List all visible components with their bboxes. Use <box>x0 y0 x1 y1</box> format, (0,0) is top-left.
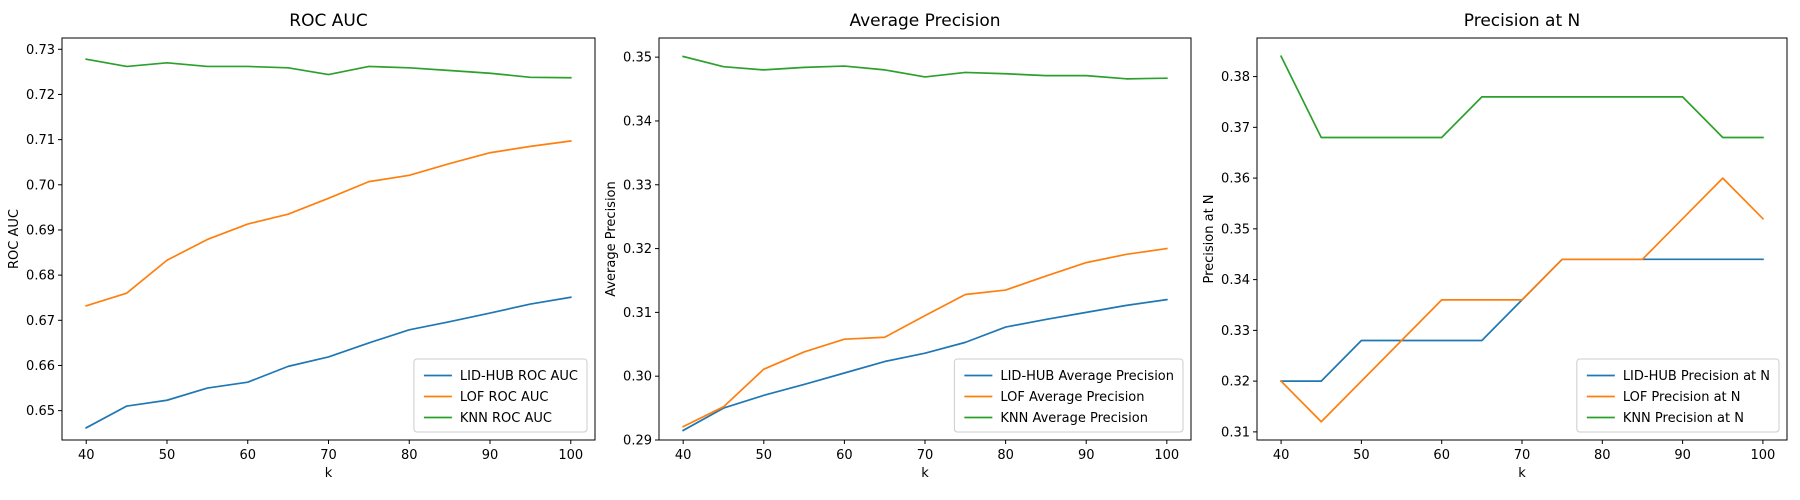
y-tick-label: 0.31 <box>1221 425 1250 440</box>
y-tick-label: 0.36 <box>1221 172 1250 187</box>
y-tick-label: 0.33 <box>1221 324 1250 339</box>
y-tick-label: 0.32 <box>623 242 652 257</box>
x-tick-label: 90 <box>1078 448 1095 463</box>
x-tick-label: 60 <box>836 448 853 463</box>
y-tick-label: 0.35 <box>623 51 652 66</box>
series-line <box>682 298 1168 432</box>
y-tick-label: 0.34 <box>623 114 652 129</box>
y-tick-label: 0.68 <box>26 269 55 284</box>
chart-title: ROC AUC <box>289 11 367 31</box>
x-tick-label: 70 <box>917 448 934 463</box>
legend-label: LOF Average Precision <box>1000 390 1144 405</box>
legend: LID-HUB ROC AUC LOF ROC AUC KNN ROC AUC <box>413 358 588 433</box>
x-tick-label: 60 <box>239 448 256 463</box>
y-tick-label: 0.65 <box>26 404 55 419</box>
x-tick-label: 100 <box>558 448 583 463</box>
y-axis-label: Average Precision <box>604 181 619 297</box>
y-axis-label: Precision at N <box>1202 194 1217 283</box>
legend: LID-HUB Average Precision LOF Average Pre… <box>953 358 1184 433</box>
x-axis-label: k <box>921 466 929 481</box>
y-tick-label: 0.69 <box>26 223 55 238</box>
series-line <box>1279 177 1765 423</box>
series-line <box>85 140 572 307</box>
legend-label: LOF Precision at N <box>1623 390 1741 405</box>
series-line <box>85 58 572 79</box>
legend-box <box>413 358 588 433</box>
x-tick-label: 100 <box>1750 448 1775 463</box>
x-tick-label: 90 <box>1674 448 1691 463</box>
y-tick-label: 0.66 <box>26 359 55 374</box>
chart-panel-1: 40 50 60 70 80 90 100 0.65 0.66 0.67 0.68 0.69 0.70 0… <box>7 11 596 481</box>
legend-box <box>953 358 1184 433</box>
x-tick-label: 40 <box>1273 448 1290 463</box>
x-tick-label: 70 <box>1514 448 1531 463</box>
legend-label: KNN Precision at N <box>1623 411 1744 426</box>
y-tick-label: 0.35 <box>1221 222 1250 237</box>
x-tick-label: 80 <box>401 448 418 463</box>
y-tick-label: 0.38 <box>1221 70 1250 85</box>
x-tick-label: 70 <box>320 448 337 463</box>
x-axis-label: k <box>1518 466 1526 481</box>
chart-panel-3: 40 50 60 70 80 90 100 0.31 0.32 0.33 0.34 0.35 0.36 0… <box>1202 11 1788 481</box>
y-tick-label: 0.71 <box>26 133 55 148</box>
x-tick-label: 50 <box>756 448 773 463</box>
y-tick-label: 0.72 <box>26 88 55 103</box>
y-tick-label: 0.33 <box>623 178 652 193</box>
legend-label: LID-HUB Average Precision <box>1000 369 1174 384</box>
series-line <box>1279 55 1764 139</box>
chart-panel-2: 40 50 60 70 80 90 100 0.29 0.30 0.31 0.32 0.33 0.34 0… <box>604 11 1192 481</box>
legend-label: LOF ROC AUC <box>460 390 549 405</box>
legend-label: LID-HUB Precision at N <box>1623 369 1770 384</box>
x-tick-label: 80 <box>1594 448 1611 463</box>
y-tick-label: 0.34 <box>1221 273 1250 288</box>
x-tick-label: 50 <box>1353 448 1370 463</box>
y-tick-label: 0.31 <box>623 306 652 321</box>
y-axis-label: ROC AUC <box>7 209 22 269</box>
chart-title: Average Precision <box>849 11 1000 31</box>
x-tick-label: 50 <box>159 448 176 463</box>
y-tick-label: 0.70 <box>26 178 55 193</box>
legend-label: LID-HUB ROC AUC <box>460 369 578 384</box>
x-tick-label: 60 <box>1433 448 1450 463</box>
series-line <box>85 296 572 429</box>
series-line <box>682 247 1168 428</box>
y-tick-label: 0.67 <box>26 314 55 329</box>
y-tick-label: 0.37 <box>1221 121 1250 136</box>
x-tick-label: 90 <box>482 448 499 463</box>
x-tick-label: 100 <box>1154 448 1179 463</box>
legend-label: KNN Average Precision <box>1000 411 1148 426</box>
y-tick-label: 0.32 <box>1221 375 1250 390</box>
x-tick-label: 40 <box>78 448 95 463</box>
x-tick-label: 80 <box>997 448 1014 463</box>
chart-title: Precision at N <box>1464 11 1580 31</box>
y-tick-label: 0.30 <box>623 370 652 385</box>
series-line <box>682 55 1168 80</box>
x-axis-label: k <box>325 466 333 481</box>
y-tick-label: 0.73 <box>26 43 55 58</box>
y-tick-label: 0.29 <box>623 434 652 449</box>
legend: LID-HUB Precision at N LOF Precision at N… <box>1576 358 1780 433</box>
legend-label: KNN ROC AUC <box>460 411 552 426</box>
x-tick-label: 40 <box>675 448 692 463</box>
legend-box <box>1576 358 1780 433</box>
